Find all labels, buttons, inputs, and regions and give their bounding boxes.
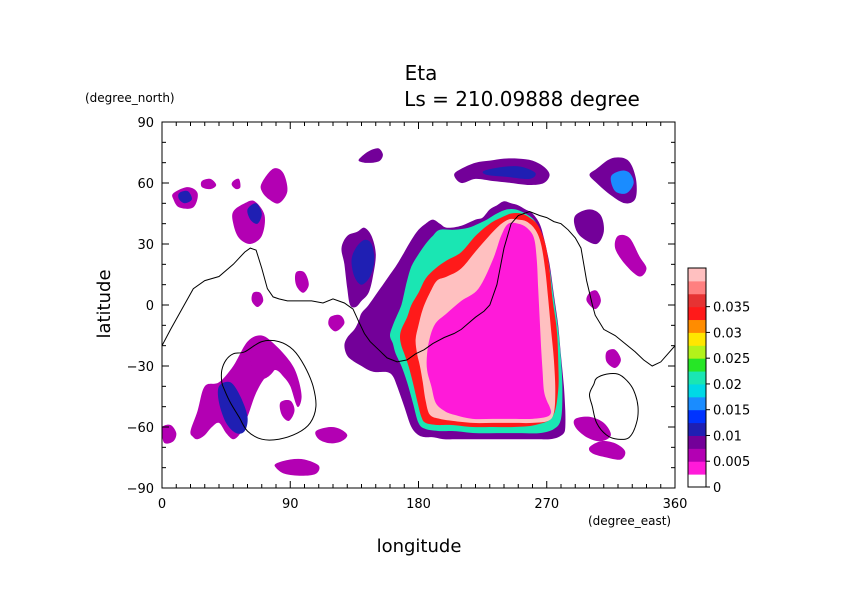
contour-fill-region-20 — [573, 209, 604, 245]
contour-lines — [162, 210, 675, 441]
contour-line-2 — [220, 339, 317, 441]
contour-fill-region-34 — [279, 399, 295, 421]
contour-fill-region-19 — [573, 416, 611, 442]
colorbar-swatch — [688, 306, 706, 321]
colorbar-tick-label: 0.025 — [713, 352, 750, 367]
contour-fill-region-35 — [605, 349, 621, 369]
contour-fill-region-13 — [250, 342, 277, 380]
contour-fill-region-33 — [162, 424, 177, 444]
contour-fill-region-5 — [426, 222, 552, 420]
contour-fill-region-30 — [294, 270, 309, 293]
y-tick-label: −30 — [127, 360, 154, 375]
colorbar-swatch — [688, 461, 706, 475]
contour-line-3 — [588, 373, 639, 440]
colorbar-swatch — [688, 435, 706, 449]
y-tick-label: −60 — [127, 421, 154, 436]
contour-fill-region-16 — [588, 441, 626, 460]
colorbar-swatch — [688, 345, 706, 359]
colorbar: 0 0.005 0.01 0.015 0.02 0.025 0.03 0.035 — [687, 267, 750, 496]
colorbar-swatch — [688, 332, 706, 346]
colorbar-swatch — [688, 409, 706, 424]
contour-fill-region-23 — [232, 200, 265, 245]
contour-fill-region-21 — [614, 234, 647, 277]
contour-fill-region-31 — [251, 291, 264, 307]
contour-fill-region-7 — [482, 166, 536, 180]
chart-title: Eta — [405, 61, 438, 85]
contour-fill-region-29 — [231, 178, 241, 190]
contour-fill-region-22 — [586, 290, 601, 310]
x-tick-label: 90 — [282, 497, 299, 512]
colorbar-swatch — [688, 268, 706, 282]
colorbar-tick-label: 0.02 — [713, 378, 742, 393]
colorbar-tick-label: 0.015 — [713, 404, 750, 419]
x-axis: 0 90 180 270 360 — [158, 122, 688, 512]
colorbar-swatch — [688, 293, 706, 308]
colorbar-swatch — [688, 280, 706, 295]
colorbar-tick-label: 0.01 — [713, 429, 742, 444]
contour-fill-region-12 — [217, 381, 248, 434]
colorbar-swatch — [688, 396, 706, 411]
contour-fill-region-17 — [274, 458, 320, 476]
x-axis-label: longitude — [377, 536, 462, 557]
colorbar-swatch — [688, 474, 706, 488]
x-tick-label: 0 — [158, 497, 166, 512]
contour-fill-region-18 — [315, 426, 348, 444]
x-tick-label: 270 — [534, 497, 559, 512]
contour-line-1 — [162, 210, 675, 367]
contour-fill-region-15 — [610, 170, 634, 194]
colorbar-swatch — [688, 422, 706, 436]
y-tick-label: 90 — [137, 116, 154, 131]
x-units-label: (degree_east) — [588, 514, 671, 528]
contour-fill-region-9 — [351, 239, 375, 285]
y-axis: 90 60 30 0 −30 −60 −90 — [127, 116, 675, 497]
colorbar-tick-label: 0 — [713, 481, 721, 496]
contour-fill-region-32 — [328, 314, 345, 332]
x-tick-label: 180 — [406, 497, 431, 512]
y-tick-label: 0 — [146, 299, 154, 314]
y-axis-label: latitude — [94, 269, 115, 338]
contour-fill-region-27 — [178, 190, 192, 204]
y-tick-label: −90 — [127, 482, 154, 497]
y-tick-label: 30 — [137, 238, 154, 253]
colorbar-tick-label: 0.035 — [713, 301, 750, 316]
contour-fill-region-24 — [247, 203, 262, 224]
colorbar-tick-label: 0.03 — [713, 326, 742, 341]
contour-fill-region-10 — [358, 148, 383, 163]
colorbar-swatch — [688, 319, 706, 333]
y-units-label: (degree_north) — [85, 91, 175, 105]
contour-fill-region-28 — [200, 178, 217, 190]
colorbar-swatch — [688, 371, 706, 385]
colorbar-swatch — [688, 383, 706, 398]
plot-area — [162, 148, 647, 476]
contour-fill-region-25 — [260, 168, 288, 204]
chart-subtitle: Ls = 210.09888 degree — [404, 87, 640, 111]
y-tick-label: 60 — [137, 177, 154, 192]
colorbar-swatch — [688, 448, 706, 462]
colorbar-frame — [687, 267, 707, 488]
x-tick-label: 360 — [663, 497, 688, 512]
colorbar-tick-label: 0.005 — [713, 455, 750, 470]
colorbar-swatch — [688, 358, 706, 372]
